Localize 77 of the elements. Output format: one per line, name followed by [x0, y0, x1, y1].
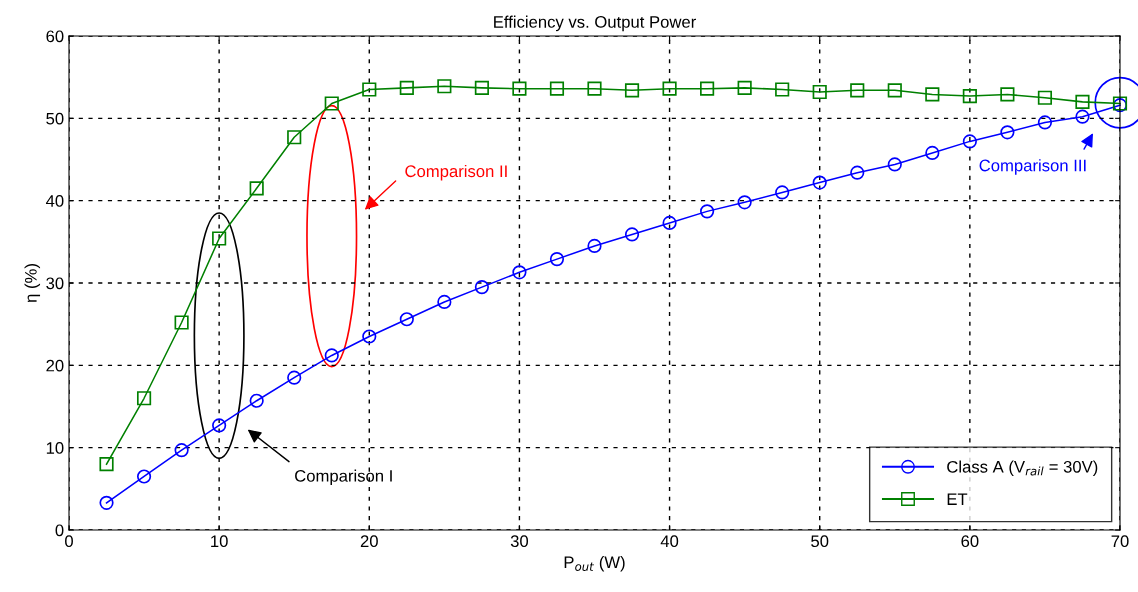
point: [850, 165, 865, 180]
point: [324, 96, 339, 111]
point: [700, 81, 715, 96]
point: [287, 130, 302, 145]
y-tick-label: 10: [46, 442, 64, 454]
point: [887, 83, 902, 98]
point: [1075, 109, 1090, 124]
point: [324, 348, 339, 363]
y-tick-label: 0: [55, 524, 64, 537]
point: [925, 87, 940, 102]
point: [1037, 90, 1053, 105]
point: [174, 315, 189, 330]
x-tick-label: 10: [211, 535, 228, 548]
x-tick-label: 0: [65, 535, 73, 548]
point: [399, 312, 414, 327]
point: [399, 80, 414, 95]
point: [1037, 115, 1053, 130]
point: [775, 185, 790, 200]
point: [249, 181, 264, 196]
x-tick-label: 30: [510, 535, 529, 548]
point: [812, 84, 827, 100]
point: [549, 81, 565, 96]
point: [136, 391, 152, 406]
point: [136, 469, 152, 484]
point: [700, 204, 715, 219]
point: [249, 393, 264, 408]
point: [737, 195, 752, 210]
point: [287, 370, 302, 385]
x-axis-title: P$_{out}$ (W): [564, 555, 625, 572]
point: [474, 80, 489, 95]
annotation: Comparison I: [295, 469, 392, 486]
point: [1075, 94, 1090, 109]
x-tick-label: 50: [811, 535, 829, 548]
point: [624, 227, 640, 242]
point: [1000, 125, 1015, 140]
y-axis-title: η (%): [24, 264, 41, 303]
annotation: Comparison II: [405, 164, 507, 181]
point: [474, 280, 489, 295]
point: [587, 238, 602, 254]
point: [512, 81, 527, 96]
x-tick-label: 40: [660, 535, 679, 548]
point: [99, 457, 114, 472]
x-tick-label: 60: [961, 535, 979, 548]
point: [737, 80, 752, 95]
point: [549, 252, 565, 267]
y-tick-label: 20: [46, 359, 64, 372]
point: [512, 265, 527, 280]
point: [775, 82, 790, 97]
point: [850, 83, 865, 98]
point: [624, 83, 640, 98]
point: [925, 145, 940, 160]
chart-title: Efficiency vs. Output Power: [494, 15, 696, 32]
legend-label: Class A (V$_{rail}$ = 30V): [947, 460, 1098, 476]
point: [812, 175, 827, 190]
point: [212, 418, 227, 433]
point: [99, 495, 114, 510]
point: [362, 82, 377, 97]
annotation: Comparison III: [979, 159, 1086, 175]
point: [662, 81, 677, 96]
y-tick-label: 50: [46, 112, 64, 125]
point: [962, 134, 977, 149]
point: [212, 231, 227, 246]
point: [437, 294, 452, 310]
y-tick-label: 60: [46, 30, 64, 43]
point: [174, 443, 189, 458]
point: [437, 79, 452, 94]
point: [1000, 87, 1015, 102]
legend-label: ET: [947, 493, 968, 505]
point: [962, 89, 977, 104]
point: [662, 215, 677, 230]
point: [362, 329, 377, 344]
y-tick-label: 30: [46, 277, 64, 290]
x-tick-label: 70: [1111, 535, 1129, 548]
x-tick-label: 20: [360, 535, 378, 548]
point: [587, 81, 602, 96]
y-tick-label: 40: [45, 195, 64, 207]
point: [887, 157, 902, 172]
